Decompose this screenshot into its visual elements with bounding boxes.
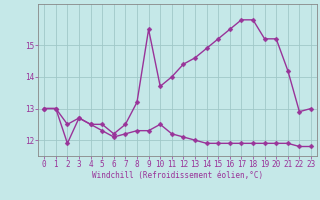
X-axis label: Windchill (Refroidissement éolien,°C): Windchill (Refroidissement éolien,°C) bbox=[92, 171, 263, 180]
